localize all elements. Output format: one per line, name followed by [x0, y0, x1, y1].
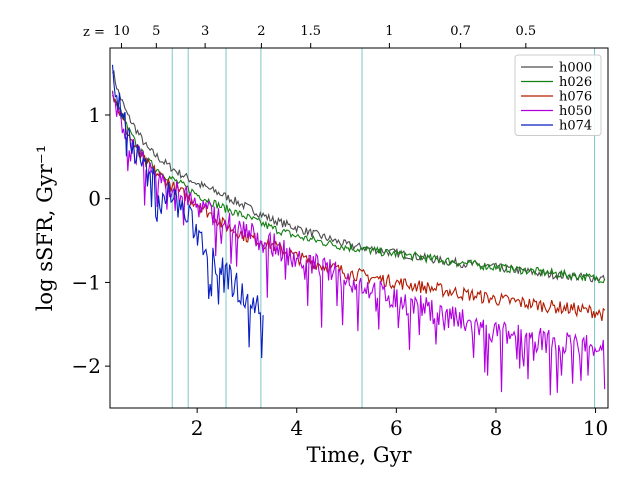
- y-axis-ticks: 1 0 −1 −2: [72, 103, 110, 378]
- y-tick-label-2: −1: [72, 270, 101, 294]
- redshift-axis: z = 10 5 3 2 1.5 1 0.7 0.5: [83, 24, 536, 48]
- x-tick-label-0: 2: [191, 416, 204, 440]
- z-tick-label-2: 3: [201, 24, 209, 39]
- y-axis-label: log sSFR, Gyr⁻¹: [33, 145, 57, 312]
- y-tick-label-3: −2: [72, 354, 101, 378]
- z-tick-label-5: 1: [385, 24, 393, 39]
- series-h000: [112, 69, 606, 283]
- z-tick-label-7: 0.5: [515, 24, 536, 39]
- z-tick-label-3: 2: [257, 24, 265, 39]
- x-tick-label-1: 4: [290, 416, 303, 440]
- z-tick-label-6: 0.7: [450, 24, 471, 39]
- series-h050: [111, 91, 606, 396]
- x-axis-label: Time, Gyr: [306, 443, 412, 467]
- z-tick-label-1: 5: [152, 24, 160, 39]
- series-h026: [111, 90, 606, 284]
- legend-label-h000: h000: [559, 61, 592, 76]
- series-layer: [111, 64, 606, 396]
- plot-frame: [109, 47, 609, 409]
- y-tick-label-0: 1: [88, 103, 101, 127]
- legend-label-h076: h076: [559, 90, 592, 105]
- x-tick-label-2: 6: [390, 416, 403, 440]
- x-tick-label-3: 8: [490, 416, 503, 440]
- legend-box: [514, 54, 602, 136]
- series-h076: [111, 94, 606, 322]
- legend-label-h050: h050: [559, 104, 592, 119]
- z-tick-label-0: 10: [113, 24, 130, 39]
- z-tick-label-4: 1.5: [300, 24, 321, 39]
- legend-label-h026: h026: [559, 75, 592, 90]
- x-tick-label-4: 10: [583, 416, 608, 440]
- y-tick-label-1: 0: [88, 187, 101, 211]
- series-h074: [111, 64, 264, 359]
- legend-label-h074: h074: [559, 119, 592, 134]
- z-prefix: z =: [83, 25, 105, 40]
- x-axis-ticks: 2 4 6 8 10: [191, 408, 608, 440]
